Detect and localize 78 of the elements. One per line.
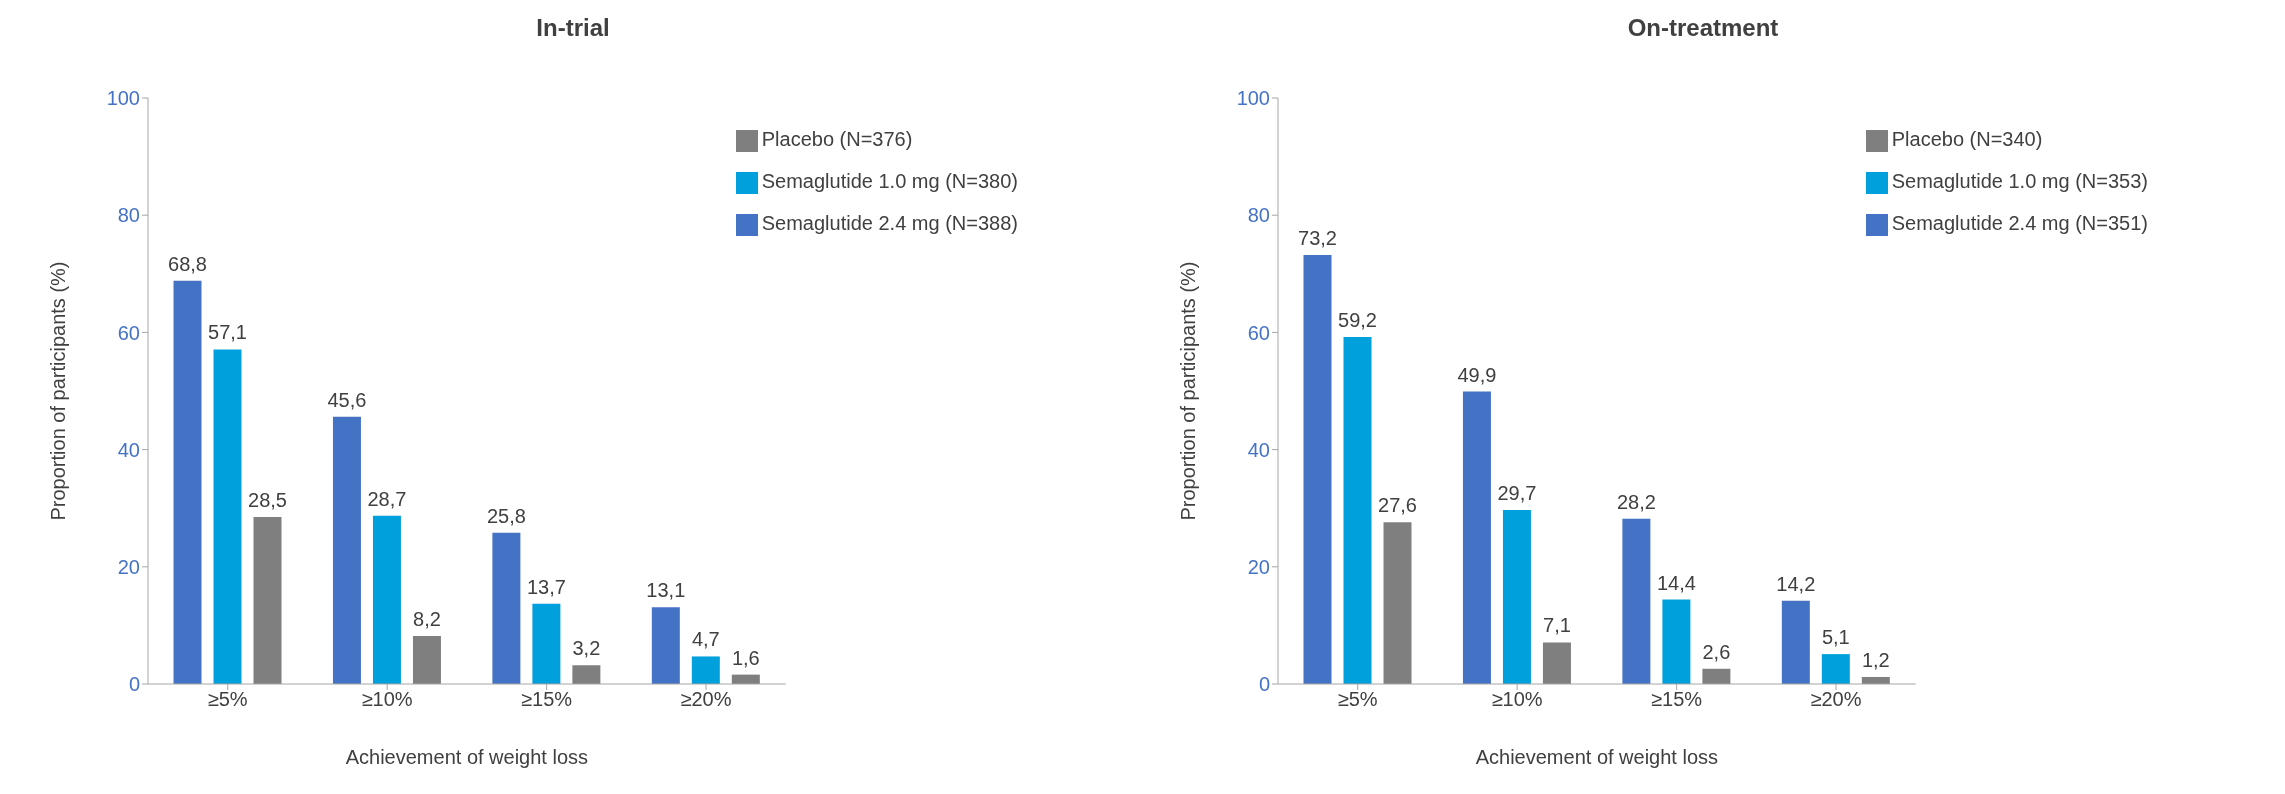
data-label: 45,6	[327, 388, 367, 411]
bar	[253, 516, 282, 684]
data-label: 28,7	[367, 487, 407, 510]
y-tick-label: 60	[1247, 321, 1270, 344]
bar	[1622, 518, 1651, 684]
data-label: 8,2	[413, 607, 441, 630]
bar	[651, 607, 680, 684]
bar	[1781, 600, 1810, 684]
data-label: 28,5	[248, 488, 287, 511]
y-tick-label: 40	[117, 438, 140, 461]
legend-label: Placebo (N=376)	[761, 128, 913, 150]
y-tick-label: 0	[128, 673, 140, 696]
chart-title: In-trial	[535, 13, 611, 43]
bar	[691, 656, 720, 684]
x-axis-title: Achievement of weight loss	[1475, 746, 1719, 768]
data-label: 25,8	[486, 504, 526, 527]
data-label: 28,2	[1616, 490, 1656, 513]
data-label: 14,2	[1776, 572, 1816, 595]
legend-label: Semaglutide 1.0 mg (N=380)	[761, 170, 1018, 192]
data-label: 29,7	[1497, 481, 1537, 504]
data-label: 68,8	[168, 252, 207, 275]
x-tick-label: ≥15%	[1651, 688, 1703, 711]
bar	[1462, 391, 1491, 684]
x-tick-label: ≥5%	[1337, 688, 1378, 711]
y-tick-label: 80	[117, 204, 140, 227]
x-axis-title: Achievement of weight loss	[345, 746, 589, 768]
y-axis-title: Proportion of participants (%)	[1177, 261, 1200, 521]
bar	[532, 603, 561, 684]
y-tick-label: 80	[1247, 204, 1270, 227]
data-label: 2,6	[1702, 640, 1731, 663]
data-label: 4,7	[691, 628, 720, 651]
data-label: 14,4	[1656, 571, 1696, 594]
legend-label: Semaglutide 2.4 mg (N=388)	[761, 212, 1018, 234]
bar	[1303, 255, 1332, 684]
y-tick-label: 100	[1236, 87, 1270, 110]
legend-label: Semaglutide 1.0 mg (N=353)	[1891, 170, 2148, 192]
y-tick-label: 60	[117, 321, 140, 344]
data-label: 13,1	[646, 579, 686, 602]
data-label: 27,6	[1378, 494, 1417, 517]
y-tick-label: 20	[1247, 555, 1270, 578]
y-tick-label: 20	[117, 555, 140, 578]
data-label: 57,1	[208, 321, 247, 344]
bar	[1502, 509, 1531, 684]
bar	[213, 349, 242, 684]
x-tick-label: ≥10%	[1491, 688, 1543, 711]
data-label: 5,1	[1821, 626, 1850, 649]
bar	[1702, 668, 1731, 684]
data-label: 13,7	[526, 575, 566, 598]
bar	[572, 665, 601, 684]
bar	[372, 515, 401, 684]
bar	[332, 416, 361, 684]
x-tick-label: ≥20%	[680, 688, 732, 711]
bar	[412, 635, 441, 684]
data-label: 1,2	[1861, 648, 1890, 671]
x-tick-label: ≥5%	[207, 688, 248, 711]
data-label: 1,6	[731, 646, 760, 669]
x-tick-label: ≥20%	[1810, 688, 1862, 711]
bar	[1821, 654, 1850, 684]
bar	[1343, 337, 1372, 684]
legend-label: Semaglutide 2.4 mg (N=351)	[1891, 212, 2148, 234]
x-tick-label: ≥15%	[521, 688, 573, 711]
y-tick-label: 100	[106, 87, 140, 110]
data-label: 7,1	[1543, 614, 1571, 637]
chart-title: On-treatment	[1626, 13, 1780, 43]
legend-label: Placebo (N=340)	[1891, 128, 2043, 150]
bar	[1542, 642, 1571, 684]
x-tick-label: ≥10%	[361, 688, 413, 711]
data-label: 73,2	[1298, 227, 1337, 250]
bar	[173, 280, 202, 684]
bar	[1383, 522, 1412, 684]
y-tick-label: 40	[1247, 438, 1270, 461]
data-label: 49,9	[1457, 363, 1497, 386]
bar	[1662, 599, 1691, 684]
data-label: 3,2	[572, 637, 601, 660]
y-tick-label: 0	[1258, 673, 1270, 696]
bar	[492, 532, 521, 684]
data-label: 59,2	[1338, 309, 1377, 332]
y-axis-title: Proportion of participants (%)	[47, 261, 70, 521]
